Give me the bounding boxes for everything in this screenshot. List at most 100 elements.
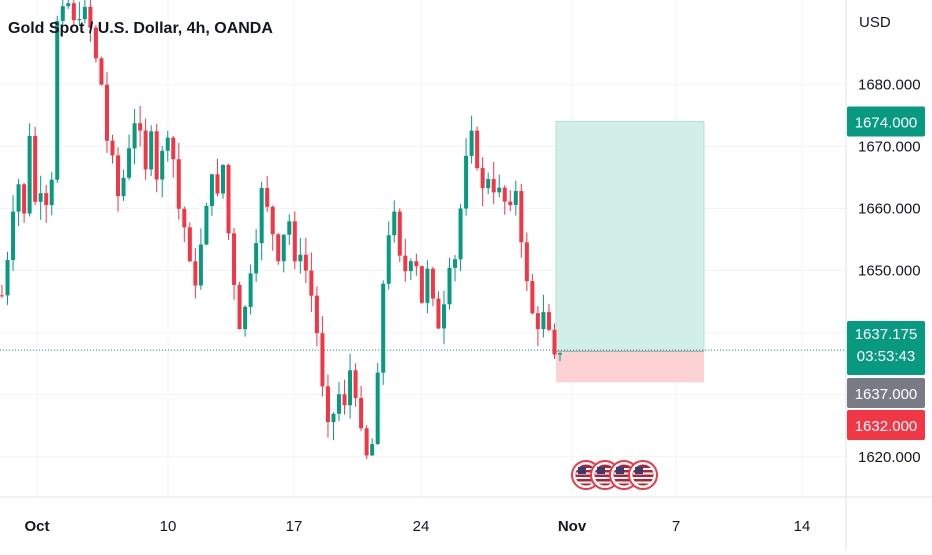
candle-body <box>475 130 480 169</box>
candle-body <box>403 255 408 272</box>
candle-body <box>127 148 132 178</box>
candle-body <box>66 3 71 7</box>
y-tick-label: 1680.000 <box>858 76 921 93</box>
candle-body <box>480 168 485 189</box>
candle-body <box>381 283 386 373</box>
candle-body <box>414 261 419 267</box>
candle-body <box>513 191 518 206</box>
flag-canton <box>635 467 643 474</box>
candle-body <box>204 205 209 245</box>
y-tick-label: 1650.000 <box>858 263 921 280</box>
candle-body <box>121 177 126 197</box>
candle-body <box>276 234 281 262</box>
candle-body <box>82 6 87 20</box>
candle-body <box>182 208 187 228</box>
y-tick-label: 1620.000 <box>858 449 921 466</box>
candle-body <box>337 394 342 414</box>
candle-body <box>60 6 65 21</box>
event-markers[interactable] <box>571 460 658 490</box>
candle-body <box>502 187 507 202</box>
loss-zone <box>556 351 704 383</box>
flag-stripe <box>576 477 596 479</box>
candle-body <box>11 211 16 261</box>
candle-body <box>220 165 225 194</box>
candle-body <box>55 20 60 180</box>
candle-body <box>359 398 364 429</box>
x-tick-label: 24 <box>413 518 430 535</box>
candle-body <box>49 179 54 206</box>
candle-body <box>397 211 402 256</box>
last-price-label-countdown: 03:53:43 <box>857 348 915 365</box>
candle-body <box>331 413 336 423</box>
candle-body <box>237 284 242 330</box>
candle-body <box>176 159 181 209</box>
flag-stripe <box>614 477 634 479</box>
candle-body <box>464 155 469 209</box>
candle-body <box>535 313 540 330</box>
x-tick-label: Nov <box>558 518 587 535</box>
profit-zone <box>555 121 705 352</box>
candle-body <box>292 221 297 262</box>
flag-stripe <box>614 481 634 484</box>
candle-body <box>71 3 76 21</box>
candle-body <box>110 140 115 156</box>
candle-body <box>254 243 259 274</box>
y-tick-label: 1670.000 <box>858 138 921 155</box>
candle-body <box>132 123 137 149</box>
candle-body <box>116 155 121 197</box>
candle-body <box>392 211 397 236</box>
candles <box>0 0 562 460</box>
flag-stripe <box>633 481 653 484</box>
candle-body <box>16 184 21 212</box>
last-price-label-text: 1637.175 <box>855 326 918 343</box>
candle-body <box>364 428 369 456</box>
flag-canton <box>597 467 605 474</box>
candle-body <box>243 306 248 330</box>
candle-body <box>171 137 176 160</box>
us-flag-icon <box>628 460 658 490</box>
candle-body <box>353 370 358 399</box>
candle-body <box>447 267 452 305</box>
x-tick-label: 10 <box>160 518 177 535</box>
candle-body <box>309 270 314 296</box>
candle-body <box>342 394 347 406</box>
symbol-title[interactable]: Gold Spot / U.S. Dollar, 4h, OANDA <box>8 20 273 37</box>
candle-body <box>259 188 264 244</box>
take-profit-label-text: 1674.000 <box>855 115 918 132</box>
y-tick-label: 1660.000 <box>858 200 921 217</box>
candle-body <box>265 188 270 207</box>
candle-body <box>320 333 325 387</box>
flag-stripe <box>633 477 653 479</box>
flag-canton <box>578 467 586 474</box>
candle-body <box>314 295 319 334</box>
candle-body <box>519 191 524 243</box>
candle-body <box>93 27 98 59</box>
candle-body <box>0 295 4 297</box>
price-labels: 1674.000 1637.175 03:53:43 1637.000 1632.000 <box>847 106 925 440</box>
currency-label[interactable]: USD <box>859 14 891 31</box>
candle-body <box>530 281 535 314</box>
x-tick-label: Oct <box>24 518 49 535</box>
candle-body <box>138 123 143 131</box>
candle-body <box>209 174 214 206</box>
candle-body <box>491 179 496 193</box>
candle-body <box>33 135 38 202</box>
take-profit-label-box <box>847 106 925 137</box>
position-zones[interactable] <box>0 121 846 383</box>
candle-body <box>430 268 435 299</box>
candle-body <box>486 179 491 189</box>
candle-body <box>552 329 557 355</box>
candle-body <box>469 130 474 156</box>
candle-body <box>546 312 551 330</box>
candle-body <box>453 259 458 268</box>
candle-body <box>248 273 253 307</box>
grid <box>0 0 846 497</box>
candle-body <box>370 444 375 456</box>
candle-body <box>99 58 104 85</box>
candle-body <box>22 184 27 214</box>
candle-body <box>441 304 446 329</box>
candle-body <box>558 353 562 355</box>
